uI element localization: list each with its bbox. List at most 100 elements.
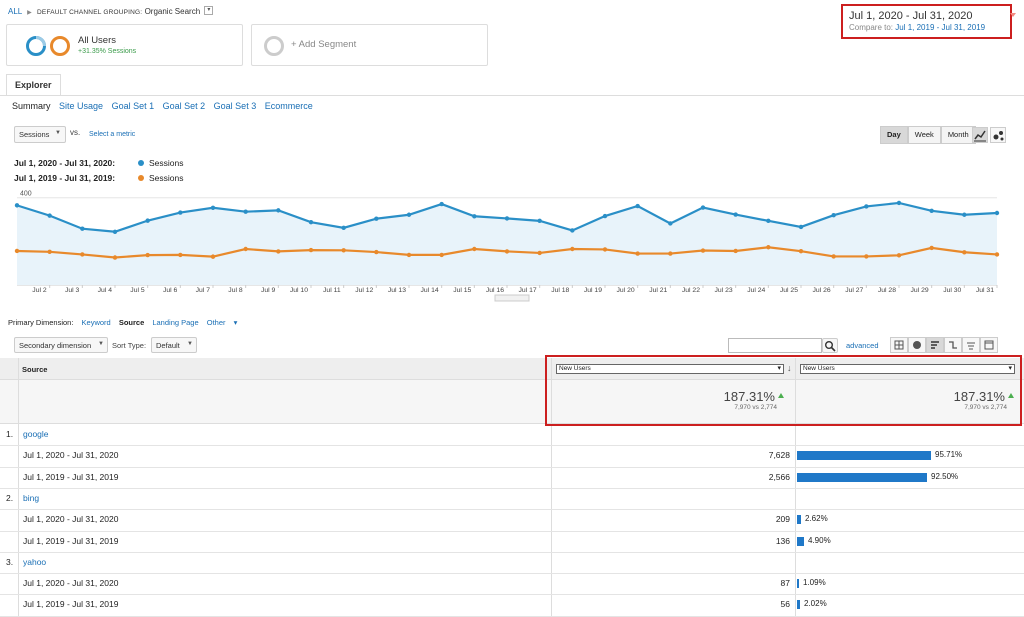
data-point-2020[interactable] [962, 212, 967, 217]
dimension-landing-page[interactable]: Landing Page [152, 318, 199, 327]
data-point-2019[interactable] [700, 248, 706, 253]
data-point-2019[interactable] [602, 247, 608, 252]
date-range-picker[interactable]: Jul 1, 2020 - Jul 31, 2020 Compare to: J… [841, 4, 1016, 39]
data-point-2019[interactable] [14, 248, 20, 254]
data-point-2020[interactable] [700, 205, 706, 210]
data-point-2019[interactable] [112, 255, 118, 260]
data-point-2019[interactable] [406, 252, 412, 258]
data-point-2020[interactable] [80, 226, 85, 231]
dimension-source[interactable]: Source [118, 318, 145, 327]
data-point-2019[interactable] [210, 254, 216, 259]
subtab-summary[interactable]: Summary [12, 101, 51, 111]
data-point-2019[interactable] [798, 248, 804, 254]
data-point-2019[interactable] [47, 249, 52, 255]
granularity-month-button[interactable]: Month [940, 126, 976, 144]
data-point-2019[interactable] [308, 247, 314, 253]
tab-explorer[interactable]: Explorer [6, 74, 61, 96]
data-point-2019[interactable] [341, 248, 346, 253]
subtab-site-usage[interactable]: Site Usage [59, 101, 104, 111]
data-point-2020[interactable] [864, 204, 869, 209]
data-point-2019[interactable] [864, 254, 869, 259]
subtab-goal-set-1[interactable]: Goal Set 1 [111, 101, 155, 111]
data-point-2020[interactable] [831, 212, 836, 218]
dimension-other[interactable]: Other ▾ [206, 318, 238, 327]
data-point-2020[interactable] [276, 208, 281, 213]
subtab-goal-set-3[interactable]: Goal Set 3 [213, 101, 257, 111]
data-point-2020[interactable] [374, 216, 379, 221]
data-point-2019[interactable] [472, 246, 477, 252]
data-point-2020[interactable] [112, 229, 118, 234]
source-column-header[interactable]: Source [22, 365, 48, 374]
data-point-2020[interactable] [47, 213, 52, 218]
data-point-2019[interactable] [896, 253, 902, 258]
data-point-2020[interactable] [733, 212, 738, 217]
comparison-view-button[interactable] [944, 337, 962, 353]
granularity-day-button[interactable]: Day [880, 126, 908, 144]
data-point-2019[interactable] [145, 252, 150, 258]
data-point-2020[interactable] [472, 214, 477, 219]
motion-chart-button[interactable] [990, 127, 1006, 143]
data-point-2020[interactable] [243, 209, 248, 214]
data-point-2020[interactable] [570, 228, 575, 233]
data-point-2019[interactable] [178, 252, 183, 258]
data-point-2019[interactable] [276, 249, 281, 254]
data-point-2020[interactable] [14, 203, 20, 208]
data-point-2019[interactable] [504, 249, 510, 254]
data-point-2019[interactable] [439, 252, 444, 258]
data-point-2019[interactable] [733, 248, 738, 254]
data-point-2020[interactable] [798, 224, 804, 230]
add-segment-button[interactable]: + Add Segment [251, 24, 488, 66]
data-point-2019[interactable] [831, 254, 836, 259]
term-cloud-button[interactable] [962, 337, 980, 353]
data-point-2020[interactable] [602, 213, 608, 219]
metric-select[interactable]: Sessions ▼ [14, 126, 66, 143]
breadcrumb-all-link[interactable]: ALL [8, 7, 22, 16]
chart-collapse-handle[interactable] [494, 294, 530, 302]
data-point-2019[interactable] [537, 250, 542, 256]
sort-type-select[interactable]: Default ▼ [151, 337, 197, 353]
data-point-2019[interactable] [668, 251, 673, 256]
performance-view-button[interactable] [926, 337, 944, 353]
subtab-goal-set-2[interactable]: Goal Set 2 [162, 101, 206, 111]
dimension-keyword[interactable]: Keyword [81, 318, 111, 327]
pie-view-button[interactable] [908, 337, 926, 353]
data-point-2020[interactable] [929, 208, 934, 214]
data-point-2020[interactable] [406, 212, 412, 217]
data-point-2020[interactable] [896, 200, 902, 206]
data-point-2019[interactable] [929, 245, 934, 251]
metric2-select[interactable]: New Users ▾ [800, 364, 1015, 374]
data-point-2020[interactable] [668, 221, 673, 226]
data-point-2020[interactable] [210, 205, 216, 210]
metric1-select[interactable]: New Users ▾ [556, 364, 784, 374]
data-point-2019[interactable] [994, 252, 1000, 257]
advanced-link[interactable]: advanced [846, 341, 879, 350]
data-point-2019[interactable] [374, 249, 379, 255]
group-source-link[interactable]: google [23, 429, 49, 439]
group-source-link[interactable]: bing [23, 492, 40, 503]
data-point-2019[interactable] [243, 246, 248, 252]
data-point-2020[interactable] [178, 210, 183, 215]
breadcrumb-dropdown-icon[interactable]: ▾ [204, 6, 214, 16]
data-point-2020[interactable] [537, 218, 542, 224]
segment-all-users[interactable]: All Users +31.35% Sessions [6, 24, 243, 66]
line-chart-button[interactable] [972, 127, 988, 143]
granularity-week-button[interactable]: Week [907, 126, 941, 144]
secondary-dimension-select[interactable]: Secondary dimension ▼ [14, 337, 108, 353]
data-point-2019[interactable] [80, 252, 85, 257]
select-metric-link[interactable]: Select a metric [89, 131, 136, 138]
data-point-2019[interactable] [766, 245, 771, 250]
data-point-2020[interactable] [635, 203, 640, 209]
data-point-2020[interactable] [994, 210, 1000, 216]
table-view-button[interactable] [890, 337, 908, 353]
data-point-2020[interactable] [766, 218, 771, 224]
data-point-2019[interactable] [570, 246, 575, 252]
data-point-2020[interactable] [504, 216, 510, 221]
data-point-2019[interactable] [635, 251, 640, 256]
table-search-input[interactable] [728, 338, 822, 353]
subtab-ecommerce[interactable]: Ecommerce [264, 101, 313, 111]
data-point-2020[interactable] [341, 225, 346, 231]
data-point-2020[interactable] [308, 219, 314, 225]
data-point-2020[interactable] [145, 218, 150, 223]
data-point-2019[interactable] [962, 250, 967, 255]
data-point-2020[interactable] [439, 201, 444, 207]
